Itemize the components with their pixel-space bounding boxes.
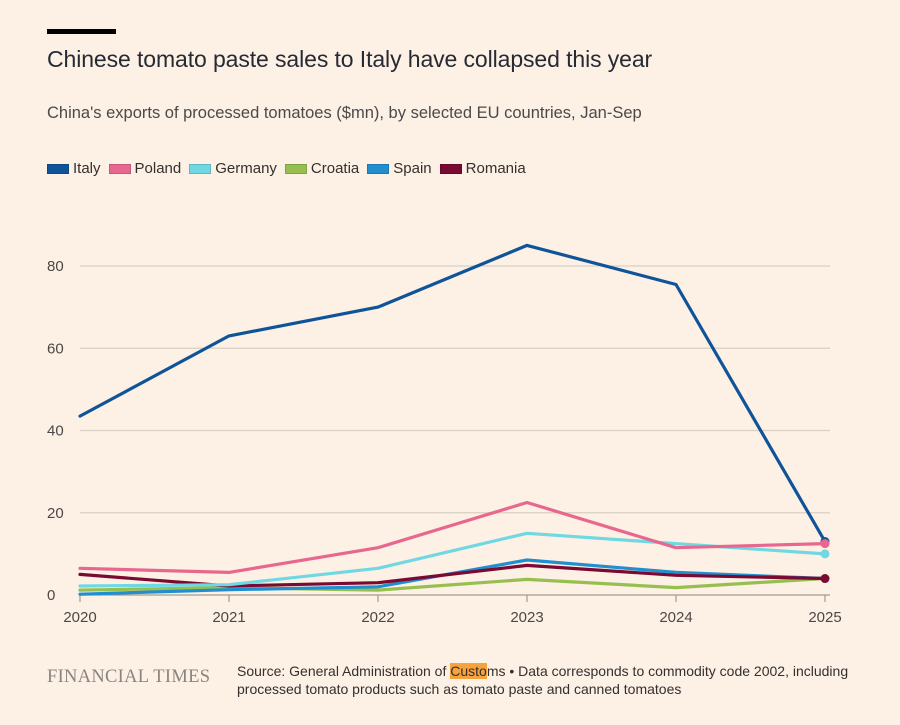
legend-item-poland: Poland — [108, 160, 182, 177]
legend-label: Romania — [465, 160, 526, 177]
legend-label: Poland — [134, 160, 182, 177]
y-tick-label: 60 — [47, 340, 64, 357]
y-tick-label: 20 — [47, 505, 64, 522]
x-tick-label: 2024 — [659, 609, 692, 626]
legend: Italy Poland Germany Croatia Spain Romania — [47, 160, 534, 177]
end-marker-poland — [820, 539, 830, 549]
series-line-germany — [78, 531, 827, 588]
series-line-poland — [78, 500, 827, 575]
legend-swatch — [284, 163, 307, 174]
y-tick-label: 0 — [47, 587, 55, 604]
x-tick-label: 2025 — [808, 609, 841, 626]
chart-subtitle: China's exports of processed tomatoes ($… — [47, 104, 642, 122]
legend-swatch — [47, 163, 69, 174]
legend-item-spain: Spain — [367, 160, 432, 177]
y-tick-label: 80 — [47, 258, 64, 275]
source-highlight: Custo — [450, 663, 487, 679]
y-tick-label: 40 — [47, 423, 64, 440]
x-tick-label: 2021 — [212, 609, 245, 626]
end-marker-germany — [820, 549, 830, 559]
x-tick-label: 2020 — [63, 609, 96, 626]
legend-label: Italy — [73, 160, 101, 177]
source-text-suffix: ms • Data corresponds to commodity code … — [237, 663, 849, 697]
x-tick-label: 2022 — [361, 609, 394, 626]
end-marker-romania — [820, 574, 830, 584]
series-line-italy — [78, 243, 827, 544]
series-line-romania — [78, 563, 827, 588]
chart-title: Chinese tomato paste sales to Italy have… — [47, 46, 653, 72]
legend-swatch — [367, 163, 390, 174]
legend-label: Spain — [393, 160, 432, 177]
legend-item-romania: Romania — [439, 160, 526, 177]
legend-label: Germany — [215, 160, 277, 177]
ft-accent-bar — [47, 29, 116, 34]
x-tick-label: 2023 — [510, 609, 543, 626]
source-note: Source: General Administration of Custom… — [237, 662, 877, 698]
legend-item-croatia: Croatia — [284, 160, 360, 177]
legend-swatch — [108, 163, 131, 174]
source-text-prefix: Source: General Administration of — [237, 663, 451, 679]
legend-label: Croatia — [310, 160, 360, 177]
legend-swatch — [439, 163, 462, 174]
financial-times-logo: FINANCIAL TIMES — [47, 667, 211, 687]
legend-item-italy: Italy — [47, 160, 101, 177]
series-line-croatia — [78, 576, 827, 592]
legend-item-germany: Germany — [189, 160, 277, 177]
legend-swatch — [189, 163, 212, 174]
